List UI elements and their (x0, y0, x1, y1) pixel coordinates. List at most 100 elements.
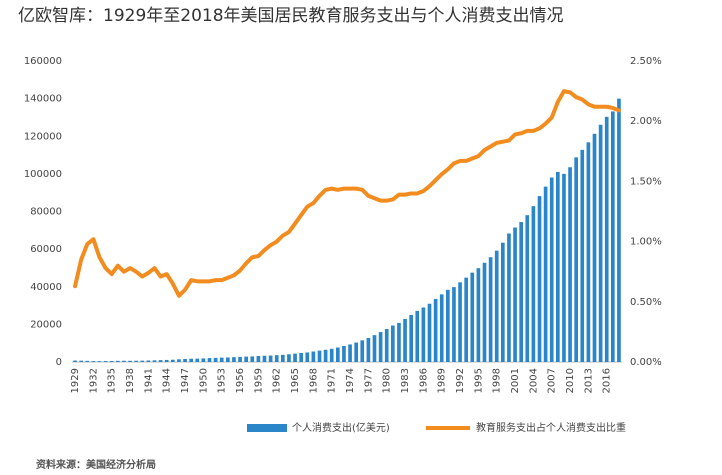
bar (281, 354, 285, 362)
x-tick-label: 1986 (418, 368, 429, 393)
bar (317, 350, 322, 362)
bar (439, 294, 444, 362)
y-tick-label: 140000 (24, 94, 62, 105)
x-tick-label: 1941 (143, 368, 154, 393)
bar (598, 124, 603, 362)
bar (397, 322, 401, 362)
bar (568, 167, 572, 362)
bar (73, 360, 77, 362)
bar (360, 340, 365, 362)
bar (201, 358, 206, 362)
bar (342, 345, 346, 362)
bar (617, 98, 621, 362)
bar (427, 303, 432, 362)
legend-label: 个人消费支出(亿美元) (292, 421, 390, 434)
bar (128, 360, 132, 362)
x-tick-label: 1935 (107, 368, 118, 393)
y-tick-label: 100000 (24, 169, 62, 180)
bar (452, 287, 456, 362)
y2-tick-label: 0.50% (630, 297, 662, 308)
bar (305, 352, 310, 362)
x-tick-label: 2016 (602, 368, 613, 393)
bar (219, 357, 224, 362)
bar (183, 358, 187, 362)
bar (378, 332, 383, 362)
x-tick-label: 1950 (198, 368, 209, 393)
bar (256, 356, 261, 362)
y-tick-label: 80000 (30, 207, 62, 218)
bar (329, 348, 334, 362)
x-tick-label: 2013 (583, 368, 594, 393)
bar (134, 360, 138, 362)
bar (525, 215, 530, 362)
bar (458, 282, 462, 362)
x-tick-label: 1971 (327, 368, 338, 393)
bar (574, 157, 578, 362)
bar (97, 361, 102, 362)
bar (366, 337, 371, 362)
bar (494, 250, 499, 362)
bar (531, 206, 536, 362)
bar (384, 328, 389, 362)
y2-tick-label: 0.00% (630, 357, 662, 368)
x-tick-label: 1956 (235, 368, 246, 393)
bar (348, 344, 352, 362)
bar (513, 227, 517, 362)
bar (158, 360, 163, 362)
x-tick-label: 1944 (162, 368, 173, 393)
y2-tick-label: 1.00% (630, 237, 662, 248)
x-tick-label: 1947 (180, 368, 191, 393)
bar (446, 289, 450, 362)
bar (250, 356, 255, 362)
bar (604, 116, 609, 362)
x-tick-label: 1983 (400, 368, 411, 393)
bar (140, 360, 145, 362)
bar (238, 356, 242, 362)
bar (189, 358, 193, 362)
x-tick-label: 1962 (272, 368, 283, 393)
x-tick-label: 2007 (547, 368, 558, 393)
x-tick-label: 1980 (382, 368, 393, 393)
bar (354, 342, 358, 362)
bar (543, 186, 548, 362)
bar (177, 359, 181, 362)
bar (409, 314, 413, 362)
bar (171, 359, 175, 362)
x-tick-label: 2001 (510, 368, 521, 393)
x-tick-label: 1953 (217, 368, 228, 393)
bar (403, 318, 407, 362)
bar (299, 352, 303, 362)
bar (152, 360, 157, 362)
bar (103, 361, 108, 362)
bar (323, 349, 328, 362)
bar (415, 310, 420, 362)
x-tick-label: 1974 (345, 368, 356, 393)
bar (226, 357, 230, 362)
y2-tick-label: 1.50% (630, 176, 662, 187)
x-tick-label: 2004 (528, 368, 539, 393)
bar (580, 149, 585, 362)
x-tick-label: 1968 (308, 368, 319, 393)
x-tick-label: 1959 (253, 368, 264, 393)
bar (611, 111, 615, 362)
bar (195, 358, 200, 362)
bar (79, 360, 83, 362)
bar (549, 177, 554, 362)
bar (464, 277, 468, 362)
x-tick-label: 1992 (455, 368, 466, 393)
bar (433, 298, 438, 362)
bar (116, 360, 120, 362)
bar (109, 360, 114, 362)
bar (501, 242, 505, 362)
bar (268, 355, 273, 362)
bar (507, 233, 511, 362)
y-tick-label: 40000 (30, 282, 62, 293)
legend-swatch (247, 424, 287, 432)
x-tick-label: 2010 (565, 368, 576, 393)
bar (122, 360, 126, 362)
x-tick-label: 1965 (290, 368, 301, 393)
y-tick-label: 0 (56, 357, 62, 368)
bar (287, 354, 291, 362)
bar (146, 360, 151, 362)
